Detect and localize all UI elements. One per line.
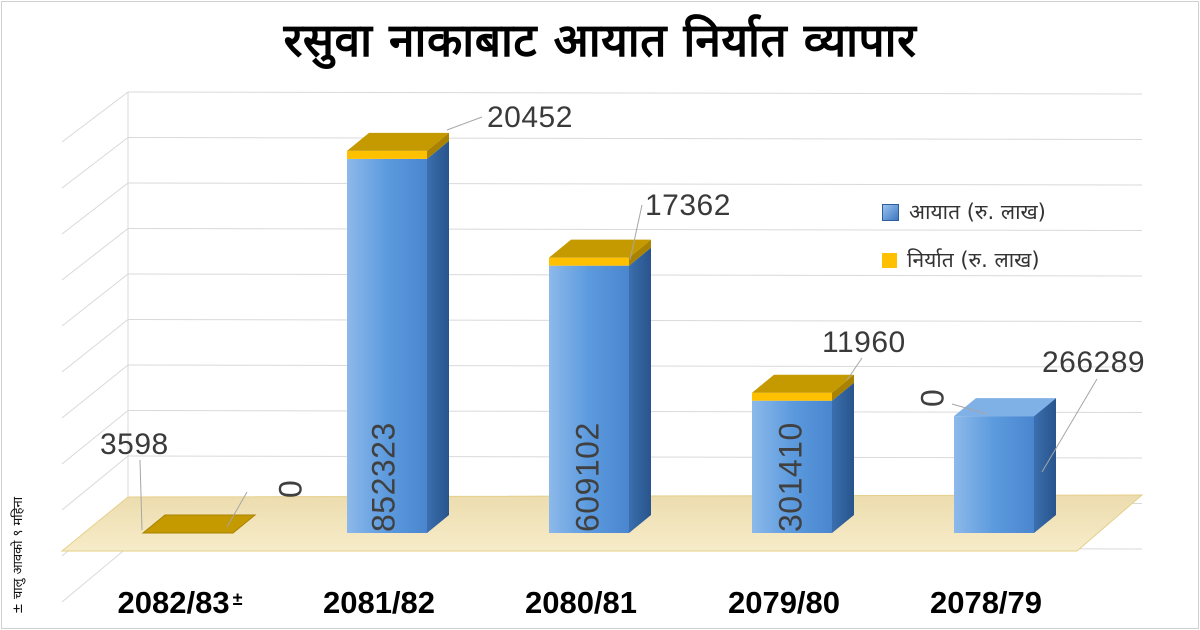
chart-title: रसुवा नाकाबाट आयात निर्यात व्यापार bbox=[283, 13, 917, 67]
data-label-outside: 3598 bbox=[100, 428, 169, 461]
data-label-inside: 852323 bbox=[365, 422, 401, 532]
gridline-left bbox=[61, 273, 129, 327]
bar-import-side bbox=[629, 247, 651, 533]
data-label-outside: 20452 bbox=[487, 101, 573, 134]
gridline-left bbox=[61, 364, 129, 419]
leader-line bbox=[1041, 378, 1098, 473]
bar-top bbox=[347, 132, 449, 151]
bar-top bbox=[549, 239, 651, 258]
legend-label-export: निर्यात (रु. लाख) bbox=[907, 248, 1040, 272]
gridline bbox=[127, 91, 1143, 95]
data-label-outside: 11960 bbox=[822, 326, 906, 359]
data-label-outside: 17362 bbox=[645, 189, 731, 222]
gridline-left bbox=[61, 228, 129, 281]
bar-import bbox=[954, 416, 1034, 533]
gridline-left bbox=[61, 182, 129, 235]
bar-import bbox=[752, 400, 832, 533]
bar-export bbox=[549, 257, 629, 266]
leader-line bbox=[629, 204, 643, 261]
legend-swatch-import bbox=[882, 203, 899, 221]
bar-export-side bbox=[427, 132, 449, 159]
category-label: 2081/82 bbox=[323, 585, 435, 620]
bar-export bbox=[752, 392, 832, 401]
legend-item-import: आयात (रु. लाख) bbox=[882, 188, 1046, 236]
category-label: 2080/81 bbox=[525, 585, 637, 620]
legend-item-export: निर्यात (रु. लाख) bbox=[882, 236, 1046, 284]
bar-import-side bbox=[832, 382, 854, 533]
gridline bbox=[127, 228, 1143, 231]
data-label-inside: 609102 bbox=[569, 422, 605, 532]
gridline bbox=[127, 182, 1143, 186]
gridline-left bbox=[61, 546, 129, 603]
data-label-inside: 0 bbox=[272, 480, 308, 498]
gridline-left bbox=[61, 319, 129, 373]
category-label: 2079/80 bbox=[728, 585, 840, 620]
leader-line bbox=[846, 357, 863, 381]
bar-import bbox=[347, 158, 427, 533]
leader-line bbox=[446, 116, 483, 131]
category-label: 2082/83 ± bbox=[118, 585, 243, 620]
gridline bbox=[127, 137, 1143, 140]
gridline-left bbox=[61, 410, 129, 465]
bar-import-side bbox=[1034, 398, 1056, 533]
bar-export-side bbox=[832, 374, 854, 401]
bar-top bbox=[752, 374, 854, 393]
bar-export-side bbox=[629, 239, 651, 266]
footnote: ± चालु आवको ९ महिना bbox=[11, 496, 26, 614]
leader-line bbox=[951, 403, 988, 415]
leader-line bbox=[139, 459, 143, 531]
data-label-outside: 266289 bbox=[1042, 346, 1145, 379]
legend-label-import: आयात (रु. लाख) bbox=[909, 200, 1046, 224]
leader-line bbox=[226, 491, 248, 528]
bar-import-side bbox=[427, 140, 449, 533]
data-label-inside: 301410 bbox=[772, 422, 808, 532]
bar-import bbox=[549, 265, 629, 533]
data-label-inside: 0 bbox=[914, 389, 950, 407]
bar-export bbox=[347, 150, 427, 159]
bar-import-flat bbox=[141, 514, 257, 534]
gridline-left bbox=[61, 91, 129, 143]
legend: आयात (रु. लाख) निर्यात (रु. लाख) bbox=[882, 188, 1046, 284]
gridline-left bbox=[61, 455, 129, 511]
legend-swatch-export bbox=[882, 252, 897, 268]
category-label: 2078/79 bbox=[930, 585, 1042, 620]
gridline-left bbox=[61, 137, 129, 189]
